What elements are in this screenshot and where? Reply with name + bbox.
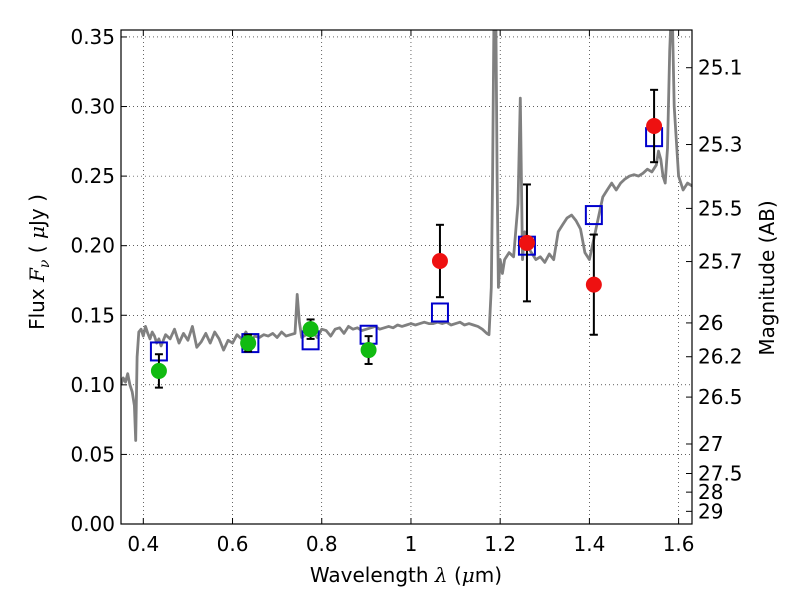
- y2-tick-label: 27: [698, 432, 723, 456]
- y-tick-label: 0.25: [70, 164, 115, 188]
- y2-tick-label: 25.7: [698, 250, 743, 274]
- y-tick-label: 0.30: [70, 95, 115, 119]
- plot-frame: [120, 29, 693, 525]
- y2-tick-label: 25.3: [698, 133, 743, 157]
- y-tick-label: 0.20: [70, 234, 115, 258]
- data-point: [240, 335, 257, 352]
- y2-tick-label: 25.1: [698, 56, 743, 80]
- y-tick-label: 0.35: [70, 25, 115, 49]
- x-axis-title: Wavelength λ (μm): [310, 563, 502, 587]
- x-tick-label: 0.6: [217, 532, 249, 556]
- axis-ticks: 0.4 0.6 0.8 1 1.2 1.4 1.6 0.00 0.05 0.10 0.15 0.20 0…: [70, 25, 742, 556]
- x-tick-label: 1: [405, 532, 418, 556]
- data-point: [431, 252, 448, 269]
- y-tick-label: 0.00: [70, 512, 115, 536]
- model-square-point: [430, 302, 449, 323]
- y2-tick-label: 26: [698, 311, 723, 335]
- x-tick-label: 0.4: [127, 532, 159, 556]
- y2-axis-title: Magnitude (AB): [755, 200, 779, 355]
- y-tick-label: 0.15: [70, 303, 115, 327]
- plot-series: [121, 30, 692, 442]
- y2-tick-label: 27.5: [698, 461, 743, 485]
- y-axis-title: Flux Fν ( μJy ): [25, 194, 53, 330]
- data-point: [585, 276, 602, 293]
- y-tick-label: 0.05: [70, 442, 115, 466]
- data-point: [646, 118, 663, 135]
- y2-tick-label: 28: [698, 480, 723, 504]
- model-square-point: [584, 205, 603, 226]
- grid: [121, 30, 692, 525]
- data-point: [518, 234, 535, 251]
- data-point: [150, 362, 167, 379]
- spectrum-line: [121, 30, 692, 442]
- y2-tick-label: 29: [698, 499, 723, 523]
- y-tick-label: 0.10: [70, 373, 115, 397]
- y2-tick-label: 26.5: [698, 385, 743, 409]
- x-tick-label: 1.4: [573, 532, 605, 556]
- y2-tick-label: 26.2: [698, 345, 743, 369]
- x-tick-label: 0.8: [306, 532, 338, 556]
- data-point: [360, 342, 377, 359]
- x-tick-label: 1.6: [663, 532, 695, 556]
- data-point: [302, 321, 319, 338]
- y2-tick-label: 25.5: [698, 196, 743, 220]
- x-tick-label: 1.2: [484, 532, 516, 556]
